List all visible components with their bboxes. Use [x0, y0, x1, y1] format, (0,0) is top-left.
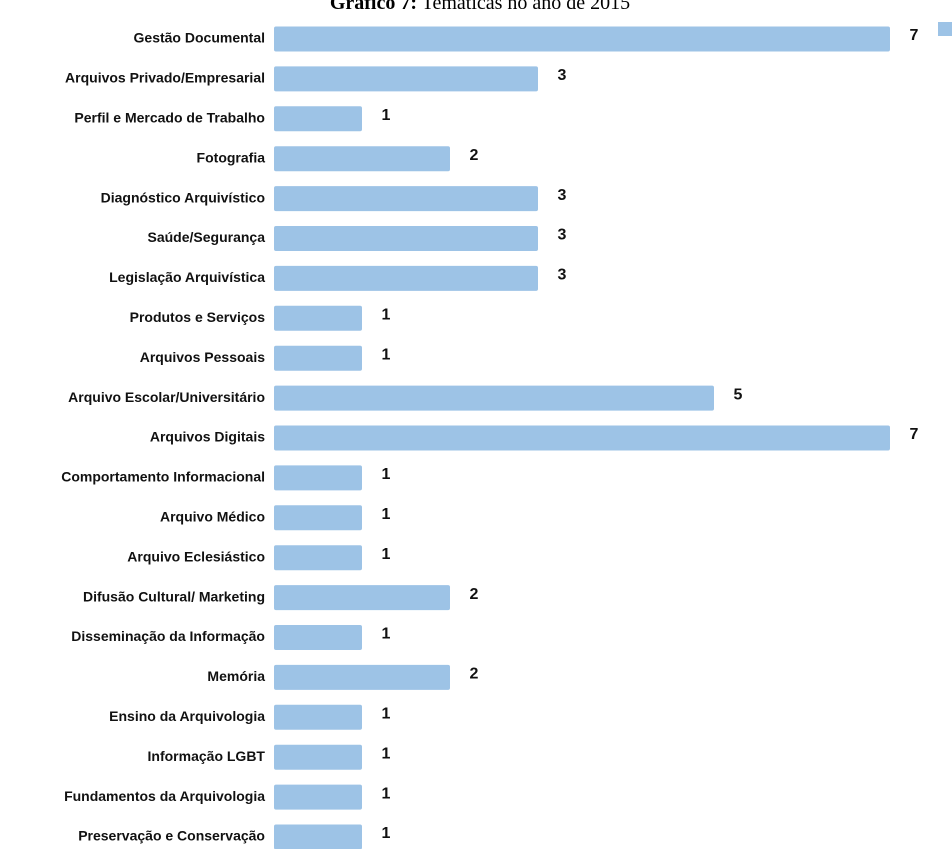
bar [274, 824, 362, 849]
category-label: Disseminação da Informação [71, 628, 265, 644]
category-label: Memória [207, 668, 265, 684]
bar [274, 385, 714, 411]
category-label: Saúde/Segurança [148, 229, 266, 245]
value-label: 3 [558, 67, 567, 84]
category-label: Arquivos Digitais [150, 429, 265, 445]
value-label: 1 [382, 785, 391, 802]
value-label: 1 [382, 825, 391, 842]
bar [274, 66, 538, 92]
category-label: Preservação e Conservação [78, 828, 265, 844]
legend-swatch [938, 22, 952, 36]
value-label: 1 [382, 745, 391, 762]
bar [274, 265, 538, 291]
value-label: 1 [382, 107, 391, 124]
value-label: 2 [470, 147, 479, 164]
category-label: Fundamentos da Arquivologia [64, 788, 265, 804]
bar [274, 26, 890, 52]
category-label: Fotografia [197, 149, 266, 165]
bar [274, 425, 890, 451]
bar [274, 305, 362, 331]
category-label: Difusão Cultural/ Marketing [83, 588, 265, 604]
value-label: 1 [382, 506, 391, 523]
bar [274, 505, 362, 531]
value-label: 3 [558, 267, 567, 284]
category-label: Arquivo Médico [160, 509, 265, 525]
category-label: Arquivo Escolar/Universitário [68, 389, 265, 405]
value-label: 7 [910, 27, 919, 44]
category-label: Legislação Arquivística [109, 269, 265, 285]
category-label: Arquivos Pessoais [140, 349, 265, 365]
value-label: 1 [382, 546, 391, 563]
bar [274, 704, 362, 730]
figure-label: Gráfico 7: [330, 0, 417, 14]
value-label: 2 [470, 586, 479, 603]
bar [274, 585, 450, 611]
category-label: Arquivo Eclesiástico [127, 548, 265, 564]
bar [274, 106, 362, 132]
bar [274, 226, 538, 251]
category-label: Ensino da Arquivologia [109, 708, 265, 724]
value-label: 1 [382, 706, 391, 723]
category-label: Perfil e Mercado de Trabalho [74, 110, 265, 126]
value-label: 5 [734, 386, 743, 403]
bar [274, 664, 450, 690]
bar [274, 345, 362, 371]
bar [274, 465, 362, 491]
category-label: Comportamento Informacional [61, 469, 265, 485]
bar [274, 545, 362, 571]
bar [274, 784, 362, 810]
bar [274, 744, 362, 770]
chart-title: Temáticas no ano de 2015 [422, 0, 631, 14]
value-label: 1 [382, 346, 391, 363]
value-label: 1 [382, 307, 391, 324]
category-label: Produtos e Serviços [130, 309, 266, 325]
value-label: 1 [382, 626, 391, 643]
value-label: 2 [470, 666, 479, 683]
bar [274, 186, 538, 212]
category-label: Informação LGBT [148, 748, 266, 764]
bar [274, 625, 362, 650]
chart-title-group: Gráfico 7: Temáticas no ano de 2015 [330, 0, 630, 14]
category-label: Arquivos Privado/Empresarial [65, 70, 265, 86]
value-label: 1 [382, 466, 391, 483]
category-label: Diagnóstico Arquivístico [101, 189, 265, 205]
value-label: 3 [558, 227, 567, 244]
category-label: Gestão Documental [134, 30, 265, 46]
bar [274, 146, 450, 172]
value-label: 3 [558, 187, 567, 204]
value-label: 7 [910, 426, 919, 443]
